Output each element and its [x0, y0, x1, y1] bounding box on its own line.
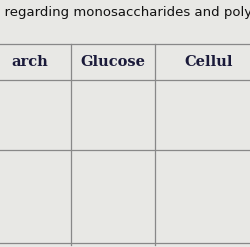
Text: Cellul: Cellul [184, 56, 233, 69]
Text: arch: arch [11, 56, 48, 69]
Text: Glucose: Glucose [81, 56, 146, 69]
Text: e regarding monosaccharides and polysa: e regarding monosaccharides and polysa [0, 6, 250, 19]
